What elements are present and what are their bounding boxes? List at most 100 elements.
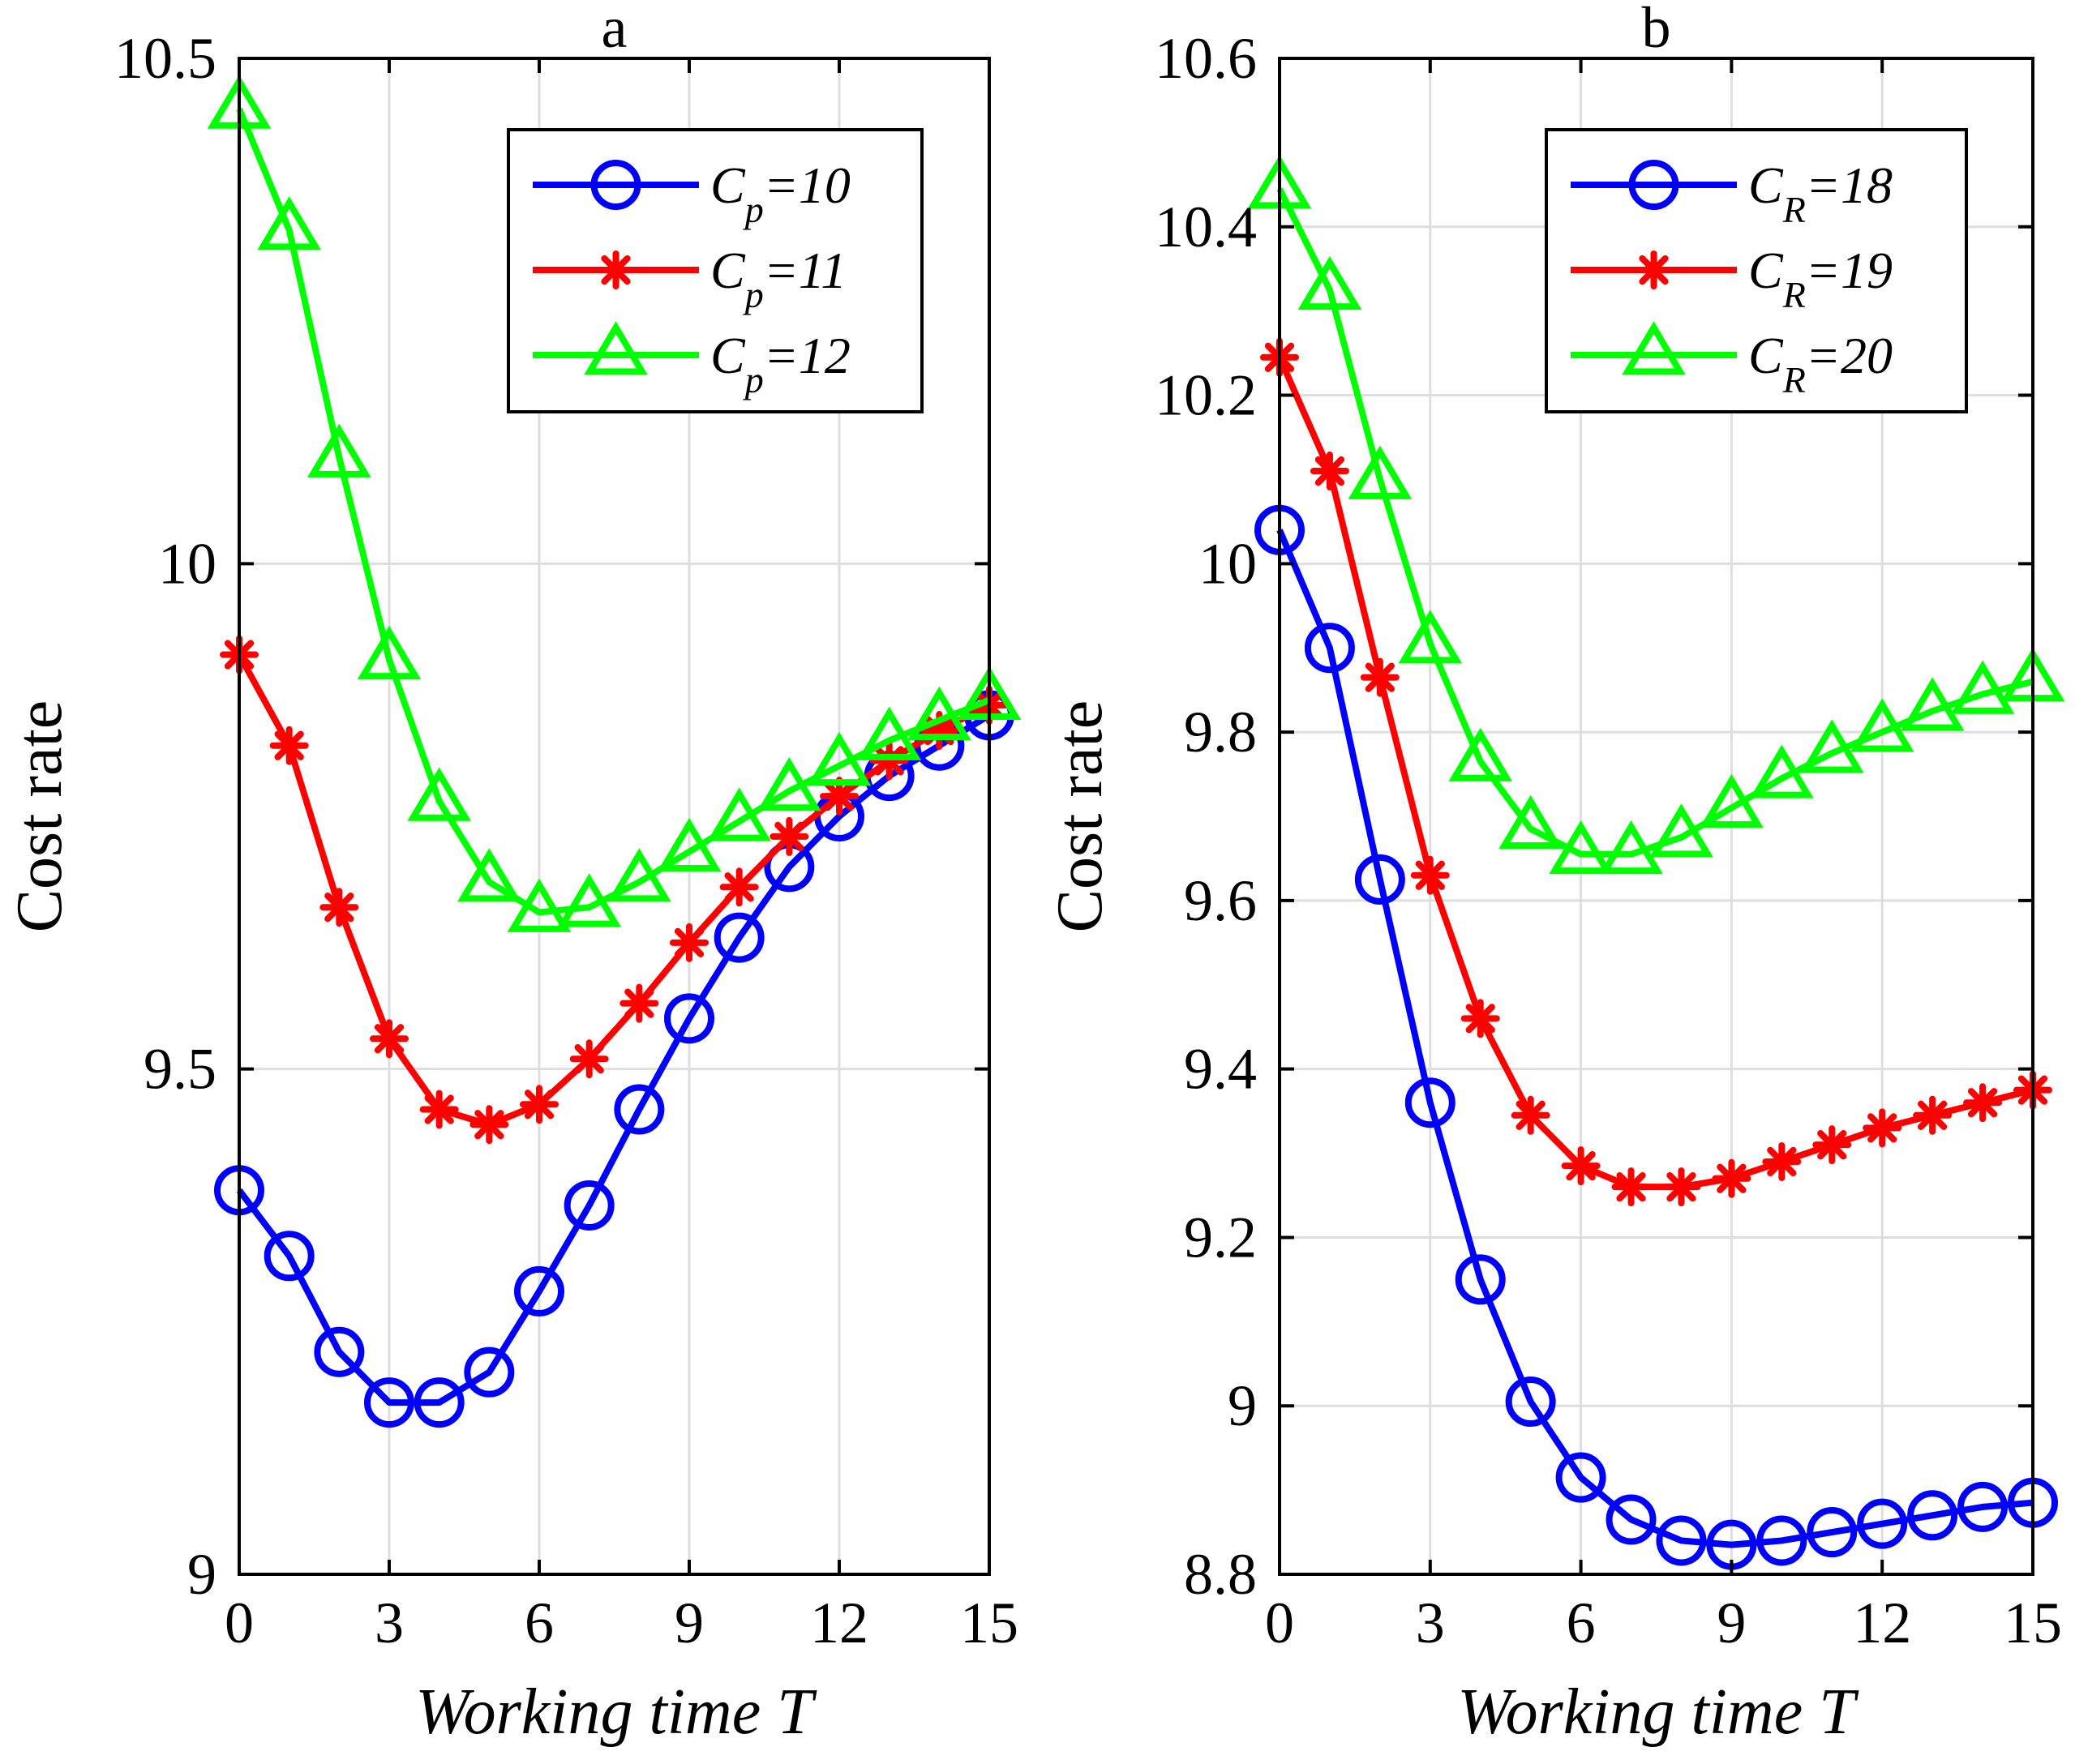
- x-tick-label: 15: [2004, 1591, 2062, 1655]
- data-point-marker: [1963, 1083, 2003, 1123]
- data-point-marker: [1354, 854, 1405, 905]
- data-point-marker: [514, 1265, 564, 1317]
- data-point-marker: [857, 706, 921, 760]
- data-point-marker: [370, 1019, 409, 1059]
- x-tick-label: 15: [960, 1591, 1018, 1655]
- y-tick-label: 10.4: [1155, 195, 1257, 259]
- tick-marks: [1278, 57, 2034, 1576]
- x-tick-label: 12: [810, 1591, 868, 1655]
- legend-marker: [590, 160, 641, 210]
- data-point-marker: [419, 1090, 459, 1129]
- x-tick-label: 0: [1265, 1591, 1294, 1655]
- y-axis-label: Cost rate: [4, 700, 75, 933]
- series-10: [214, 690, 1014, 1428]
- series-12: [207, 75, 1022, 932]
- x-tick-label: 9: [1717, 1591, 1746, 1655]
- x-tick-label: 6: [1567, 1591, 1596, 1655]
- data-point-marker: [469, 1105, 509, 1145]
- legend-item: CR=20: [1571, 321, 1893, 400]
- legend-label-main: C: [1748, 156, 1784, 214]
- data-point-marker: [1750, 744, 1814, 799]
- data-point-marker: [657, 817, 722, 872]
- x-tick-label: 3: [1416, 1591, 1445, 1655]
- legend-label-value: =12: [764, 327, 851, 384]
- legend-marker: [596, 250, 636, 289]
- data-point-marker: [1455, 1254, 1506, 1305]
- data-point-marker: [357, 625, 422, 680]
- legend-label-value: =18: [1806, 156, 1893, 214]
- legend-label: Cp=11: [710, 242, 847, 315]
- y-tick-label: 9: [1228, 1373, 1257, 1438]
- data-point-marker: [707, 787, 771, 841]
- data-point-marker: [670, 923, 709, 962]
- data-point-marker: [1310, 452, 1349, 491]
- legend-marker: [584, 321, 648, 375]
- data-point-marker: [719, 867, 759, 907]
- data-point-marker: [1505, 1377, 1556, 1428]
- data-point-marker: [1611, 1167, 1651, 1207]
- legend-label: Cp=10: [710, 156, 851, 230]
- legend-label-main: C: [710, 156, 746, 214]
- legend-label: CR=20: [1748, 327, 1893, 400]
- legend-label-value: =10: [764, 156, 851, 214]
- data-point-marker: [664, 993, 714, 1044]
- data-point-marker: [1863, 1108, 1902, 1148]
- data-point-marker: [557, 873, 621, 927]
- legend-marker: [1628, 160, 1679, 210]
- legend-label-sub: R: [1782, 189, 1806, 230]
- chart-title: a: [602, 0, 628, 60]
- y-tick-label: 9.8: [1184, 700, 1257, 764]
- plot-frame: [238, 57, 991, 1576]
- legend-item: Cp=11: [533, 242, 847, 315]
- plot-frame: [1278, 57, 2034, 1576]
- series-line: [1276, 356, 2034, 1191]
- data-point-marker: [1649, 803, 1713, 858]
- data-point-marker: [1599, 820, 1663, 875]
- data-point-marker: [314, 1326, 365, 1377]
- legend-label-sub: p: [743, 189, 764, 230]
- data-point-marker: [1348, 445, 1413, 499]
- chart-title: b: [1642, 0, 1671, 60]
- data-point-marker: [1756, 1515, 1807, 1566]
- legend-label-value: =11: [764, 242, 847, 299]
- x-tick-label: 3: [375, 1591, 404, 1655]
- legend-label-main: C: [1748, 327, 1784, 384]
- data-point-marker: [364, 1377, 414, 1428]
- data-point-marker: [1799, 719, 1864, 773]
- data-point-marker: [807, 731, 872, 786]
- series-20: [1247, 155, 2065, 875]
- y-axis-label: Cost rate: [1044, 700, 1116, 933]
- legend-label-main: C: [710, 242, 746, 299]
- x-tick-label: 6: [525, 1591, 554, 1655]
- x-tick-label: 0: [225, 1591, 254, 1655]
- data-point-marker: [1661, 1167, 1701, 1207]
- legend-label-value: =20: [1806, 327, 1893, 384]
- y-tick-label: 10: [158, 531, 217, 596]
- data-point-marker: [757, 756, 821, 811]
- data-point-marker: [319, 888, 359, 927]
- data-point-marker: [1549, 820, 1613, 875]
- data-point-marker: [714, 912, 765, 963]
- legend-item: Cp=10: [533, 156, 851, 230]
- y-tick-label: 9.4: [1184, 1037, 1257, 1102]
- data-point-marker: [1900, 677, 1965, 731]
- data-point-marker: [1712, 1158, 1751, 1198]
- data-point-marker: [520, 1085, 559, 1124]
- legend-label-sub: R: [1782, 274, 1806, 315]
- legend-label: CR=19: [1748, 242, 1893, 315]
- legend-item: Cp=12: [533, 321, 851, 400]
- data-point-marker: [1561, 1146, 1601, 1186]
- data-point-marker: [1807, 1507, 1858, 1558]
- data-point-marker: [1857, 1498, 1908, 1549]
- y-tick-label: 9: [187, 1542, 217, 1607]
- legend-label: CR=18: [1748, 156, 1893, 230]
- data-point-marker: [1448, 727, 1513, 781]
- legend-label-main: C: [1748, 242, 1784, 299]
- chart-panel-a: 0 3 6 9 12 15 9 9.5 10 10.5 a Working time T Cost ra…: [4, 0, 1022, 1748]
- data-point-marker: [414, 1377, 465, 1428]
- data-point-marker: [614, 1084, 665, 1135]
- data-point-marker: [507, 878, 572, 932]
- y-tick-label: 9.2: [1184, 1205, 1257, 1269]
